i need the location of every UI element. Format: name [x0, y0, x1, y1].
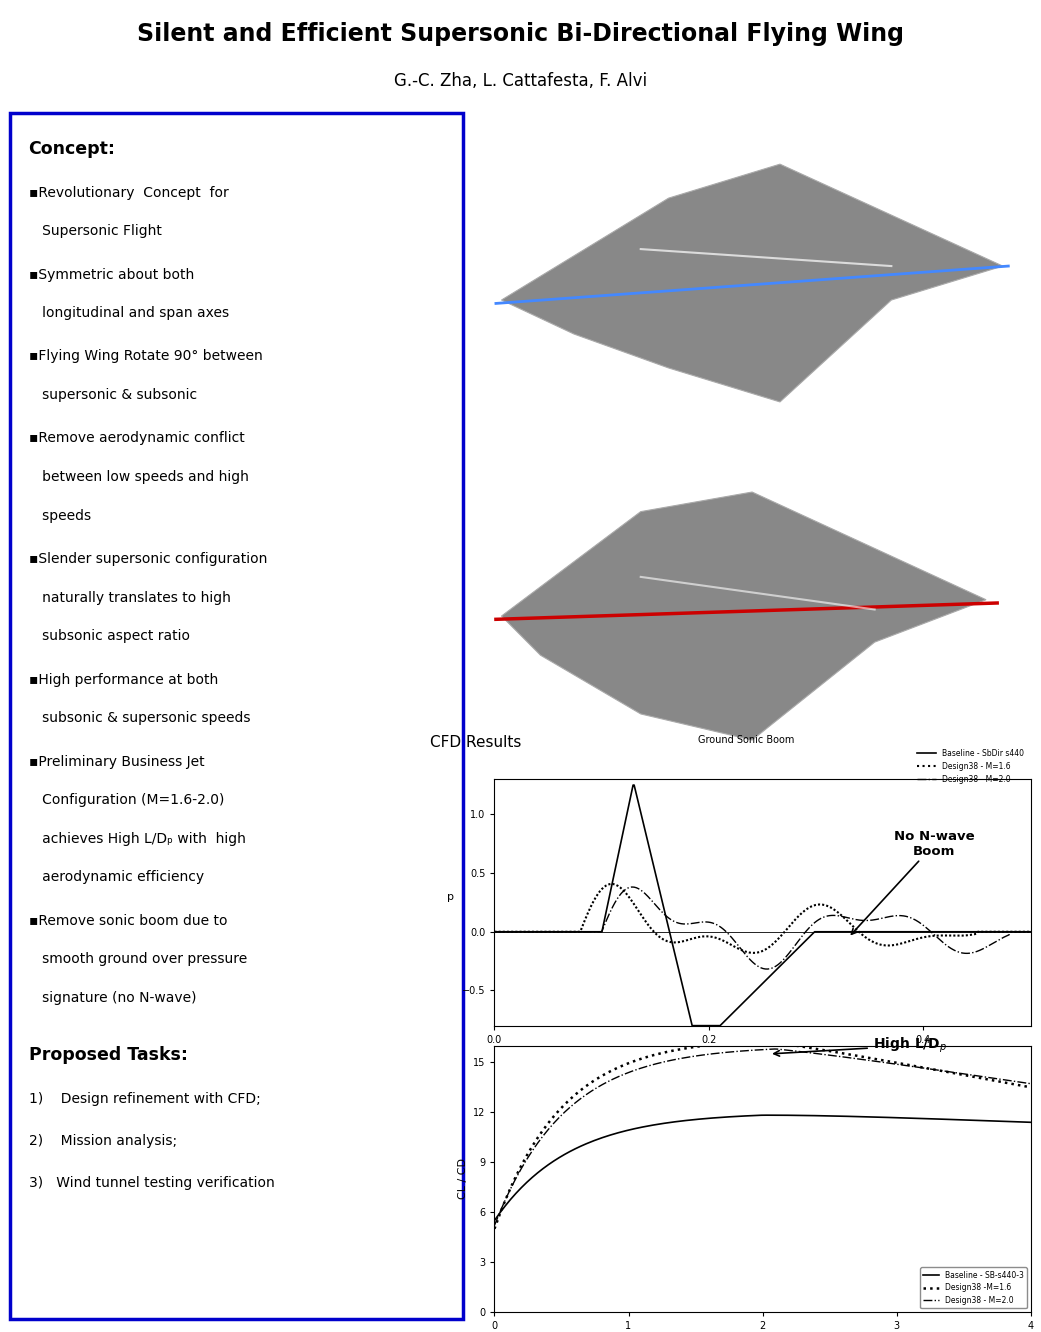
- Text: subsonic & supersonic speeds: subsonic & supersonic speeds: [28, 711, 250, 725]
- Y-axis label: p: p: [448, 892, 454, 903]
- Text: signature (no N-wave): signature (no N-wave): [28, 991, 196, 1004]
- Polygon shape: [502, 492, 986, 741]
- Text: speeds: speeds: [28, 509, 91, 522]
- Text: aerodynamic efficiency: aerodynamic efficiency: [28, 870, 204, 884]
- Text: achieves High L/Dₚ with  high: achieves High L/Dₚ with high: [28, 831, 246, 846]
- Text: ▪Preliminary Business Jet: ▪Preliminary Business Jet: [28, 754, 204, 769]
- Text: Configuration (M=1.6-2.0): Configuration (M=1.6-2.0): [28, 793, 224, 807]
- Text: M<1    Rotate 90°: M<1 Rotate 90°: [502, 466, 639, 481]
- Legend: Baseline - SB-s440-3, Design38 -M=1.6, Design38 - M=2.0: Baseline - SB-s440-3, Design38 -M=1.6, D…: [920, 1268, 1026, 1308]
- X-axis label: T: T: [759, 1050, 766, 1060]
- Text: G.-C. Zha, L. Cattafesta, F. Alvi: G.-C. Zha, L. Cattafesta, F. Alvi: [393, 72, 648, 91]
- Text: Supersonic Flight: Supersonic Flight: [28, 224, 161, 238]
- Text: Concept:: Concept:: [28, 140, 116, 157]
- Text: ▪Remove sonic boom due to: ▪Remove sonic boom due to: [28, 914, 227, 927]
- Text: naturally translates to high: naturally translates to high: [28, 590, 230, 605]
- Text: M>1: M>1: [502, 131, 537, 145]
- Text: smooth ground over pressure: smooth ground over pressure: [28, 952, 247, 966]
- Polygon shape: [502, 164, 1002, 402]
- Y-axis label: CL / CD: CL / CD: [457, 1159, 467, 1199]
- Legend: Baseline - SbDir s440, Design38 - M=1.6, Design38 - M=2.0: Baseline - SbDir s440, Design38 - M=1.6,…: [913, 746, 1026, 787]
- Text: CFD Results: CFD Results: [430, 735, 522, 750]
- Text: ▪Slender supersonic configuration: ▪Slender supersonic configuration: [28, 551, 266, 566]
- Text: Proposed Tasks:: Proposed Tasks:: [28, 1046, 187, 1064]
- Text: ▪Symmetric about both: ▪Symmetric about both: [28, 268, 194, 281]
- Text: ▪Revolutionary  Concept  for: ▪Revolutionary Concept for: [28, 185, 228, 200]
- Text: 1)    Design refinement with CFD;: 1) Design refinement with CFD;: [28, 1092, 260, 1106]
- Text: Ground Sonic Boom: Ground Sonic Boom: [699, 735, 794, 745]
- Text: subsonic aspect ratio: subsonic aspect ratio: [28, 629, 189, 643]
- FancyBboxPatch shape: [10, 113, 463, 1319]
- Text: Silent and Efficient Supersonic Bi-Directional Flying Wing: Silent and Efficient Supersonic Bi-Direc…: [137, 23, 904, 47]
- Text: supersonic & subsonic: supersonic & subsonic: [28, 388, 197, 402]
- Text: ▪Remove aerodynamic conflict: ▪Remove aerodynamic conflict: [28, 432, 245, 445]
- Text: No N-wave
Boom: No N-wave Boom: [852, 830, 974, 934]
- Text: longitudinal and span axes: longitudinal and span axes: [28, 306, 229, 320]
- Text: 2)    Mission analysis;: 2) Mission analysis;: [28, 1135, 177, 1148]
- Text: ▪High performance at both: ▪High performance at both: [28, 673, 218, 686]
- Text: between low speeds and high: between low speeds and high: [28, 470, 249, 484]
- Text: ▪Flying Wing Rotate 90° between: ▪Flying Wing Rotate 90° between: [28, 349, 262, 364]
- Text: High L/D$_p$: High L/D$_p$: [773, 1036, 947, 1056]
- Text: 3)   Wind tunnel testing verification: 3) Wind tunnel testing verification: [28, 1176, 274, 1191]
